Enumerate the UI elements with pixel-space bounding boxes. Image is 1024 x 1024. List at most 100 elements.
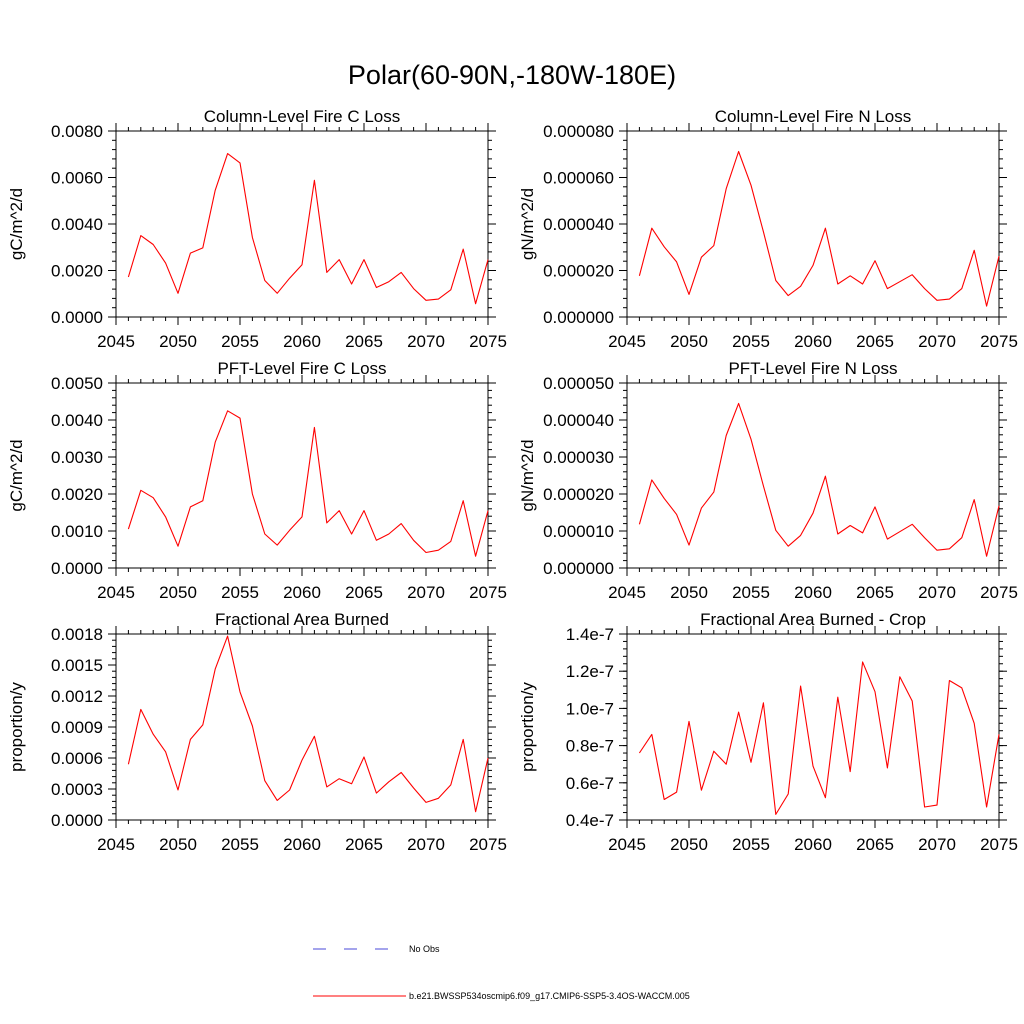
data-point [985,305,987,307]
x-tick-label: 2060 [794,332,832,351]
data-point [388,533,390,535]
data-point [487,258,489,260]
data-point [152,497,154,499]
data-point [787,545,789,547]
x-tick-label: 2060 [283,583,321,602]
data-point [948,298,950,300]
data-point [251,236,253,238]
data-point [450,540,452,542]
data-point [450,289,452,291]
data-point [737,402,739,404]
data-point [164,516,166,518]
data-point [313,179,315,181]
data-point [985,806,987,808]
data-point [737,711,739,713]
data-point [961,287,963,289]
data-point [338,509,340,511]
data-point [425,551,427,553]
panel-title: Fractional Area Burned - Crop [700,610,926,629]
y-axis-label: proportion/y [7,682,26,772]
data-point [700,789,702,791]
x-tick-label: 2045 [608,332,646,351]
data-point [911,700,913,702]
data-point [874,506,876,508]
panel-title: PFT-Level Fire N Loss [728,359,897,378]
data-point [239,162,241,164]
data-point [164,751,166,753]
data-point [675,261,677,263]
data-point [923,806,925,808]
data-point [762,702,764,704]
x-tick-label: 2050 [670,583,708,602]
panel-5: Fractional Area Burned 2045 2050 2055 2060 20… [7,610,507,854]
x-tick-label: 2075 [980,835,1018,854]
data-point [824,797,826,799]
data-point [787,793,789,795]
y-tick-label: 0.8e-7 [566,737,614,756]
data-point [202,247,204,249]
y-tick-label: 0.0080 [51,122,103,141]
data-point [350,283,352,285]
data-point [775,529,777,531]
y-tick-label: 0.0020 [51,485,103,504]
data-point [214,441,216,443]
data-point [849,524,851,526]
data-point [326,522,328,524]
data-point [837,696,839,698]
y-tick-label: 0.0000 [51,559,103,578]
data-point [725,763,727,765]
panel-title: Fractional Area Burned [215,610,389,629]
panel-4: PFT-Level Fire N Loss 2045 2050 2055 2060 206… [518,359,1018,602]
x-tick-label: 2050 [670,835,708,854]
data-point [152,243,154,245]
data-point [375,286,377,288]
x-tick-label: 2070 [918,835,956,854]
y-axis-label: gC/m^2/d [7,439,26,511]
data-point [849,275,851,277]
y-tick-label: 0.000040 [543,411,614,430]
data-point [861,532,863,534]
x-tick-label: 2075 [469,583,507,602]
data-point [861,661,863,663]
y-tick-label: 0.4e-7 [566,811,614,830]
data-point [388,281,390,283]
y-tick-label: 0.0003 [51,780,103,799]
data-point [886,538,888,540]
y-tick-label: 0.0020 [51,262,103,281]
data-point [363,756,365,758]
data-point [425,299,427,301]
data-point [688,720,690,722]
data-point [412,539,414,541]
legend-case-label: b.e21.BWSSP534oscmip6.f09_g17.CMIP6-SSP5… [409,991,690,1001]
data-point [400,771,402,773]
data-point [437,298,439,300]
data-point [301,759,303,761]
data-point [762,231,764,233]
y-tick-label: 0.000030 [543,448,614,467]
y-tick-label: 1.4e-7 [566,625,614,644]
data-point [936,299,938,301]
data-point [301,264,303,266]
data-point [874,260,876,262]
data-point [276,292,278,294]
data-point [638,523,640,525]
data-point [338,778,340,780]
data-point [487,509,489,511]
x-tick-label: 2070 [407,583,445,602]
data-point [164,262,166,264]
panel-title: PFT-Level Fire C Loss [217,359,386,378]
data-point [651,479,653,481]
x-tick-label: 2055 [221,583,259,602]
data-point [762,485,764,487]
data-point [288,529,290,531]
y-axis-label: gN/m^2/d [518,188,537,260]
data-point [750,438,752,440]
data-point [264,780,266,782]
x-tick-label: 2045 [608,583,646,602]
data-point [202,500,204,502]
x-tick-label: 2055 [732,583,770,602]
y-axis-label: gC/m^2/d [7,188,26,260]
data-point [961,537,963,539]
data-point [861,283,863,285]
